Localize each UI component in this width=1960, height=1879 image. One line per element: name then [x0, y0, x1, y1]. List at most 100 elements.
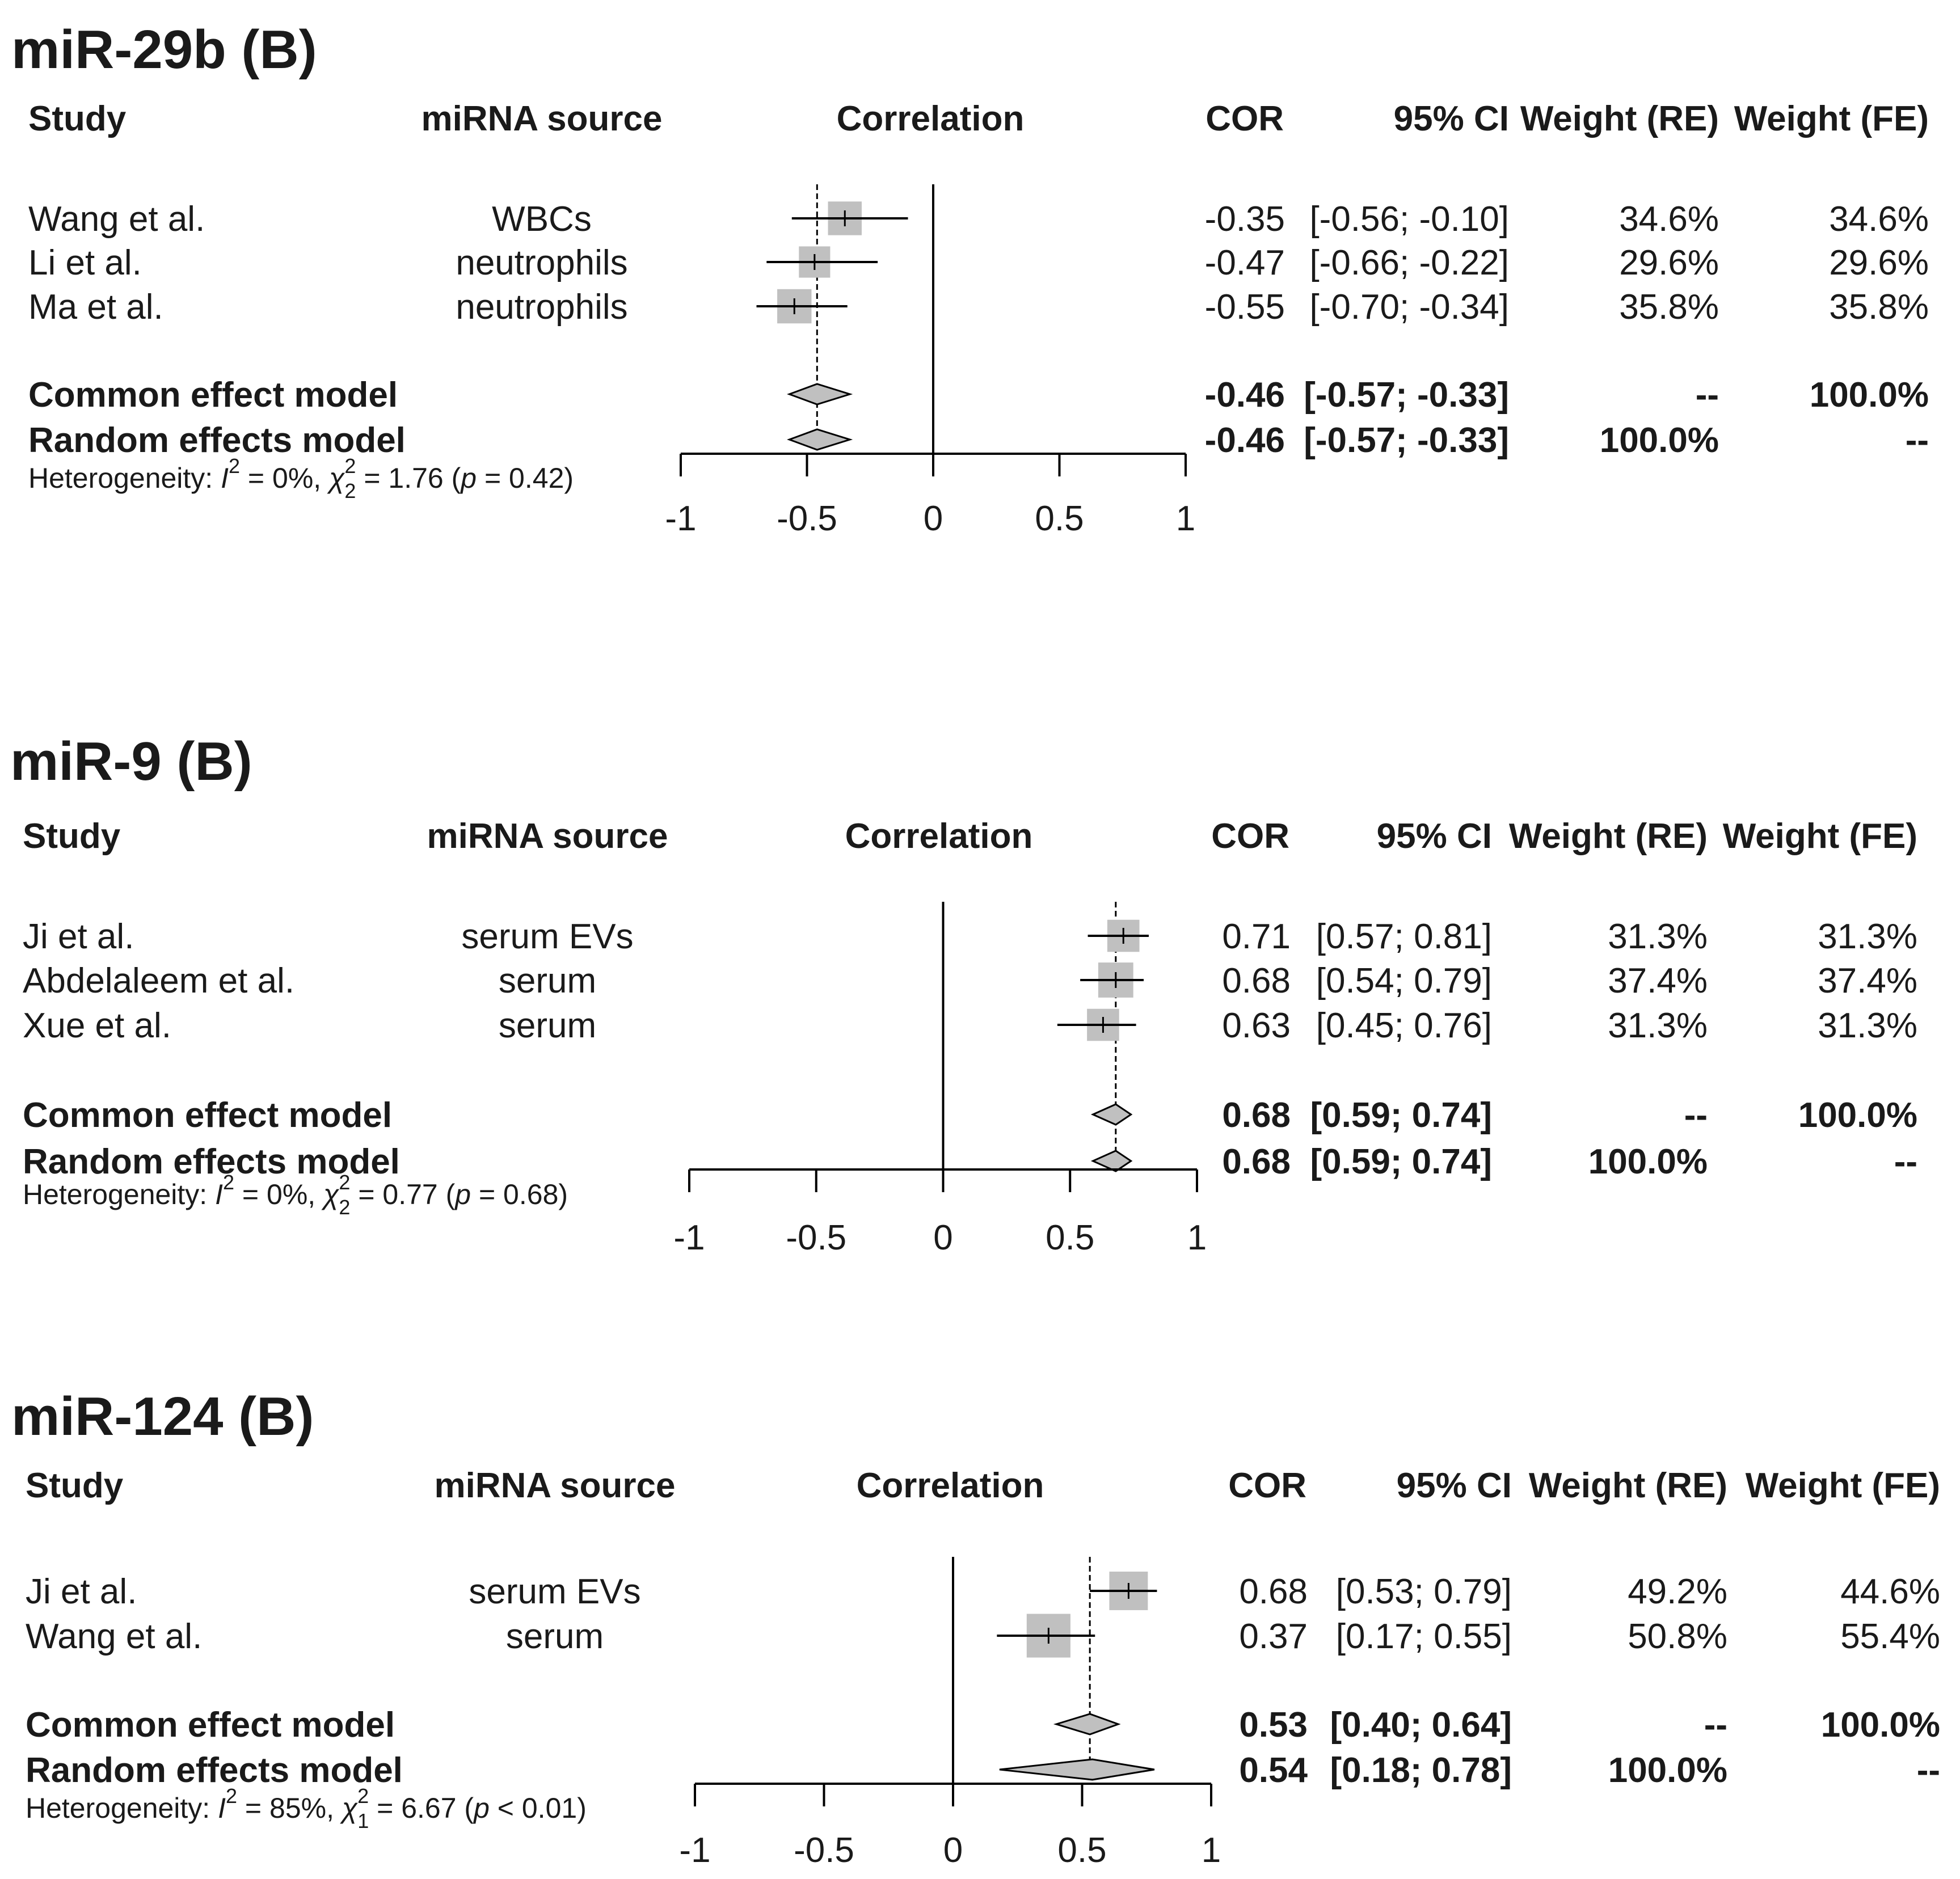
random-effects-cor: 0.68	[1222, 1142, 1291, 1181]
header-mirna-source: miRNA source	[427, 817, 668, 856]
het-prefix: Heterogeneity:	[23, 1179, 215, 1210]
het-i-symbol: I	[218, 1792, 226, 1824]
het-chi-symbol: χ	[340, 1792, 358, 1824]
x-tick-label: -0.5	[794, 1831, 854, 1870]
ci-value: [-0.56; -0.10]	[1309, 200, 1509, 239]
random-effects-cor: -0.46	[1205, 421, 1285, 460]
panel-title: miR-29b (B)	[11, 19, 317, 80]
weight-re-value: 49.2%	[1628, 1572, 1727, 1611]
weight-re-value: 50.8%	[1628, 1617, 1727, 1656]
x-tick-label: -0.5	[786, 1218, 846, 1257]
common-effect-weight-re: --	[1684, 1096, 1708, 1135]
header-study: Study	[26, 1466, 124, 1505]
panel-title: miR-9 (B)	[10, 731, 252, 792]
header-weight-fe: Weight (FE)	[1723, 817, 1917, 856]
cor-value: 0.37	[1239, 1617, 1308, 1656]
common-effect-label: Common effect model	[26, 1705, 395, 1745]
header-cor: COR	[1211, 817, 1289, 856]
x-tick-label: 0	[924, 499, 943, 538]
study-name: Ji et al.	[23, 917, 134, 956]
header-weight-re: Weight (RE)	[1529, 1466, 1727, 1505]
het-chi-sub: 1	[357, 1809, 369, 1832]
weight-fe-value: 29.6%	[1829, 243, 1929, 282]
x-tick-label: -0.5	[777, 499, 837, 538]
header-study: Study	[28, 99, 127, 138]
het-chi-symbol: χ	[327, 462, 345, 494]
weight-fe-value: 37.4%	[1818, 961, 1917, 1000]
common-effect-weight-fe: 100.0%	[1810, 375, 1929, 415]
study-name: Wang et al.	[26, 1617, 202, 1656]
x-tick-label: 0	[943, 1831, 963, 1870]
het-chi-value: = 6.67 (	[369, 1792, 474, 1824]
x-tick-label: 1	[1187, 1218, 1207, 1257]
cor-value: 0.63	[1222, 1006, 1291, 1045]
het-p-value: = 0.68)	[471, 1179, 568, 1210]
weight-fe-value: 35.8%	[1829, 288, 1929, 327]
ci-value: [0.17; 0.55]	[1336, 1617, 1512, 1656]
mirna-source: WBCs	[492, 200, 592, 239]
forest-plot-svg: miR-124 (B) Study miRNA source Correlation C…	[11, 1386, 1940, 1870]
random-effects-label: Random effects model	[23, 1142, 400, 1181]
ci-value: [0.57; 0.81]	[1316, 917, 1492, 956]
cor-value: 0.71	[1222, 917, 1291, 956]
ci-value: [-0.70; -0.34]	[1309, 288, 1509, 327]
cor-value: 0.68	[1222, 961, 1291, 1000]
x-tick-label: 0.5	[1035, 499, 1084, 538]
x-tick-label: -1	[673, 1218, 705, 1257]
random-effects-label: Random effects model	[28, 421, 406, 460]
study-name: Xue et al.	[23, 1006, 171, 1045]
header-correlation: Correlation	[857, 1466, 1044, 1505]
common-effect-diamond	[787, 383, 853, 406]
random-effects-diamond	[1090, 1150, 1133, 1172]
forest-plot-svg: miR-29b (B) Study miRNA source Correlation C…	[11, 19, 1929, 538]
het-chi-symbol: χ	[321, 1179, 339, 1210]
het-i-symbol: I	[215, 1179, 223, 1210]
common-effect-weight-re: --	[1704, 1705, 1727, 1745]
ci-value: [0.45; 0.76]	[1316, 1006, 1492, 1045]
weight-fe-value: 34.6%	[1829, 200, 1929, 239]
header-ci: 95% CI	[1377, 817, 1492, 856]
common-effect-ci: [0.59; 0.74]	[1310, 1096, 1492, 1135]
cor-value: 0.68	[1239, 1572, 1308, 1611]
cor-value: -0.55	[1205, 288, 1285, 327]
header-mirna-source: miRNA source	[421, 99, 663, 138]
het-prefix: Heterogeneity:	[26, 1792, 218, 1824]
weight-re-value: 31.3%	[1608, 1006, 1708, 1045]
het-prefix: Heterogeneity:	[28, 462, 221, 494]
mirna-source: neutrophils	[456, 243, 627, 282]
weight-re-value: 31.3%	[1608, 917, 1708, 956]
het-chi-power: 2	[357, 1784, 369, 1808]
study-name: Abdelaleem et al.	[23, 961, 294, 1000]
het-i-power: 2	[223, 1171, 234, 1194]
x-tick-label: 1	[1176, 499, 1195, 538]
weight-fe-value: 55.4%	[1840, 1617, 1940, 1656]
header-correlation: Correlation	[837, 99, 1025, 138]
forest-plot-svg: miR-9 (B) Study miRNA source Correlation COR…	[10, 731, 1917, 1257]
heterogeneity-text: Heterogeneity: I2 = 0%, χ2 2 = 0.77 (p = …	[23, 1171, 568, 1219]
mirna-source: serum	[499, 961, 596, 1000]
common-effect-weight-fe: 100.0%	[1798, 1096, 1917, 1135]
random-effects-diamond	[787, 428, 853, 451]
random-effects-weight-fe: --	[1894, 1142, 1917, 1181]
x-tick-label: 0.5	[1057, 1831, 1106, 1870]
x-tick-label: -1	[679, 1831, 710, 1870]
mirna-source: neutrophils	[456, 288, 627, 327]
heterogeneity-text: Heterogeneity: I2 = 0%, χ2 2 = 1.76 (p = …	[28, 454, 574, 503]
mirna-source: serum	[506, 1617, 604, 1656]
het-p-symbol: p	[460, 462, 477, 494]
cor-value: -0.47	[1205, 243, 1285, 282]
common-effect-cor: -0.46	[1205, 375, 1285, 415]
random-effects-ci: [0.59; 0.74]	[1310, 1142, 1492, 1181]
het-i-value: = 85%,	[237, 1792, 342, 1824]
het-i-power: 2	[226, 1784, 237, 1808]
study-name: Ji et al.	[26, 1572, 137, 1611]
study-name: Li et al.	[28, 243, 142, 282]
common-effect-weight-fe: 100.0%	[1821, 1705, 1940, 1745]
het-chi-value: = 1.76 (	[356, 462, 461, 494]
het-p-symbol: p	[473, 1792, 490, 1824]
random-effects-label: Random effects model	[26, 1751, 403, 1790]
common-effect-diamond	[1053, 1713, 1121, 1736]
header-cor: COR	[1205, 99, 1284, 138]
header-weight-re: Weight (RE)	[1520, 99, 1719, 138]
common-effect-cor: 0.68	[1222, 1096, 1291, 1135]
